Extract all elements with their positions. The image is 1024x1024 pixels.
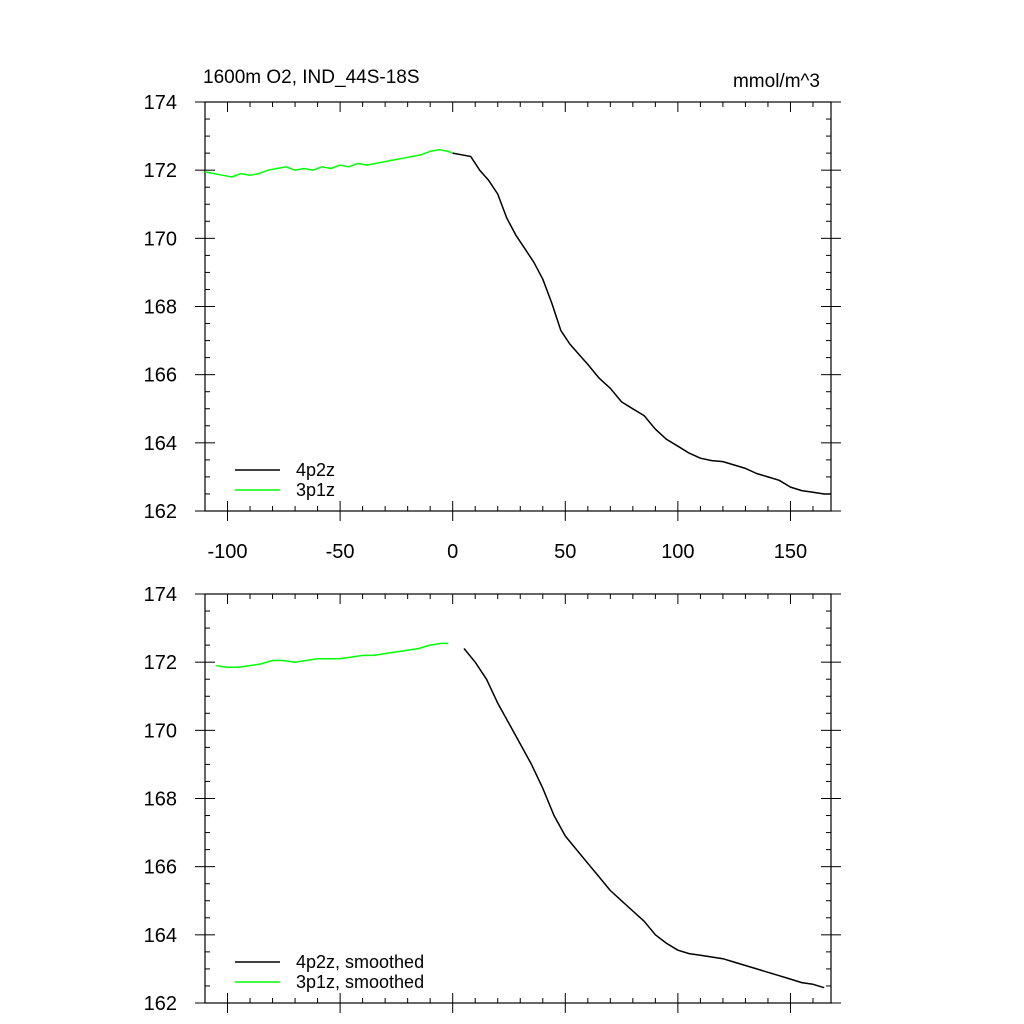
series-line bbox=[216, 642, 449, 669]
bottom-panel: 162 164 166 168 170 172 174 4p2z, smoothed3p1z,… bbox=[144, 584, 841, 1015]
top-panel: -100 -50 0 50 100 150 162 164 166 168 170 172 174 4p2… bbox=[144, 92, 841, 563]
legend-label: 3p1z, smoothed bbox=[296, 972, 424, 992]
y-tick-label: 172 bbox=[144, 160, 177, 182]
y-tick-label: 166 bbox=[144, 857, 177, 879]
y-tick-label: 168 bbox=[144, 789, 177, 811]
plot-frame bbox=[204, 101, 832, 512]
x-tick-label: 150 bbox=[774, 541, 807, 563]
y-tick-label: 168 bbox=[144, 297, 177, 319]
x-tick-label: 0 bbox=[447, 541, 458, 563]
x-tick-label: -50 bbox=[326, 541, 355, 563]
plot-frame bbox=[204, 593, 832, 1004]
y-tick-label: 162 bbox=[144, 501, 177, 523]
chart-title: 1600m O2, IND_44S-18S bbox=[203, 67, 420, 88]
y-tick-label: 170 bbox=[144, 720, 177, 742]
x-tick-label: 50 bbox=[554, 541, 576, 563]
legend-label: 3p1z bbox=[296, 480, 335, 500]
chart-units: mmol/m^3 bbox=[733, 71, 820, 92]
x-tick-label: -100 bbox=[208, 541, 248, 563]
series-line bbox=[463, 648, 825, 989]
legend-label: 4p2z bbox=[296, 460, 335, 480]
y-tick-label: 162 bbox=[144, 993, 177, 1015]
y-tick-label: 174 bbox=[144, 92, 177, 114]
y-tick-label: 164 bbox=[144, 925, 177, 947]
series-line bbox=[204, 148, 453, 178]
legend-label: 4p2z, smoothed bbox=[296, 952, 424, 972]
series-line bbox=[452, 152, 831, 495]
y-tick-label: 170 bbox=[144, 228, 177, 250]
y-tick-label: 174 bbox=[144, 584, 177, 606]
y-tick-label: 172 bbox=[144, 652, 177, 674]
y-tick-label: 164 bbox=[144, 433, 177, 455]
x-tick-label: 100 bbox=[661, 541, 694, 563]
y-tick-label: 166 bbox=[144, 365, 177, 387]
